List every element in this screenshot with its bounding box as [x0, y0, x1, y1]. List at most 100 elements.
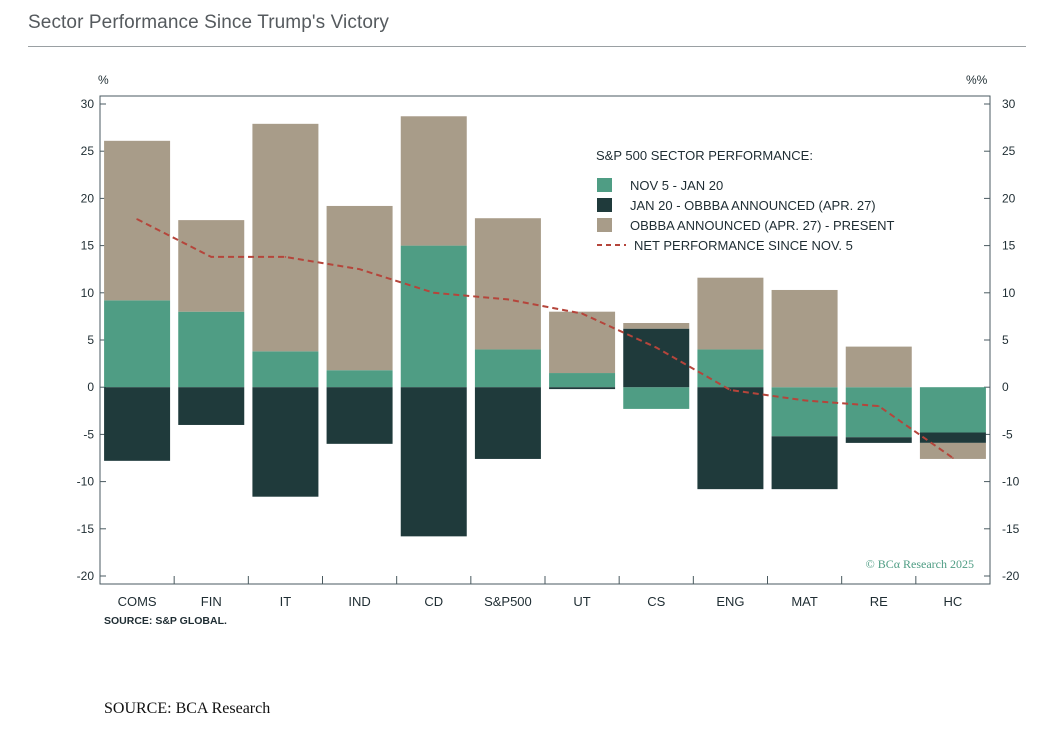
legend-swatch-obbba-present: [597, 218, 612, 232]
net-performance-point: [877, 405, 880, 407]
legend-label: JAN 20 - OBBBA ANNOUNCED (APR. 27): [630, 198, 876, 213]
left-tick-label: 10: [81, 286, 95, 300]
bar-jan20-obbba: [474, 387, 541, 459]
category-label: IND: [348, 594, 370, 609]
bar-jan20-obbba: [326, 387, 393, 444]
bar-nov5-jan20: [400, 245, 467, 388]
bar-nov5-jan20: [549, 373, 616, 388]
category-label: HC: [944, 594, 963, 609]
bar-nov5-jan20: [326, 370, 393, 388]
bar-nov5-jan20: [252, 351, 319, 388]
right-tick-label: 5: [1002, 333, 1009, 347]
legend: S&P 500 SECTOR PERFORMANCE: NOV 5 - JAN …: [596, 148, 894, 253]
bar-nov5-jan20: [178, 311, 245, 388]
page-title: Sector Performance Since Trump's Victory: [28, 12, 390, 33]
bar-nov5-jan20: [771, 387, 838, 437]
bar-nov5-jan20: [623, 387, 690, 409]
category-label: RE: [870, 594, 888, 609]
bar-obbba-present: [697, 277, 764, 350]
left-tick-label: -5: [83, 427, 94, 441]
right-tick-label: 0: [1002, 380, 1009, 394]
category-label: FIN: [201, 594, 222, 609]
right-unit-label: %%: [966, 73, 988, 87]
net-performance-point: [432, 292, 435, 294]
category-label: COMS: [118, 594, 157, 609]
net-performance-point: [210, 256, 213, 258]
bar-nov5-jan20: [845, 387, 912, 438]
left-tick-label: -10: [77, 475, 95, 489]
right-tick-label: -5: [1002, 427, 1013, 441]
right-tick-label: 15: [1002, 239, 1016, 253]
bar-jan20-obbba: [697, 387, 764, 490]
bar-jan20-obbba: [845, 437, 912, 443]
bar-obbba-present: [252, 123, 319, 352]
source-note: SOURCE: S&P GLOBAL.: [104, 615, 227, 627]
right-tick-label: 30: [1002, 97, 1016, 111]
right-tick-label: 10: [1002, 286, 1016, 300]
right-tick-label: -20: [1002, 569, 1020, 583]
bar-nov5-jan20: [697, 349, 764, 388]
sector-performance-chart: % %% 30 25 20 15 10 5 0 -5 -10 -15 -20 30 25 20 15 10 5…: [77, 73, 1020, 627]
net-performance-point: [358, 268, 361, 271]
left-tick-label: 20: [81, 191, 95, 205]
category-label: S&P500: [484, 594, 532, 609]
legend-label: OBBBA ANNOUNCED (APR. 27) - PRESENT: [630, 218, 894, 233]
legend-label: NOV 5 - JAN 20: [630, 178, 723, 193]
legend-label: NET PERFORMANCE SINCE NOV. 5: [634, 238, 853, 253]
footer-source: SOURCE: BCA Research: [104, 700, 271, 717]
legend-swatch-jan20-obbba: [597, 198, 612, 212]
category-label: IT: [280, 594, 292, 609]
legend-swatch-nov5-jan20: [597, 178, 612, 192]
watermark: © BCα Research 2025: [866, 557, 974, 571]
net-performance-point: [803, 399, 806, 402]
bar-jan20-obbba: [178, 387, 245, 425]
bar-obbba-present: [549, 311, 616, 374]
right-y-axis: 30 25 20 15 10 5 0 -5 -10 -15 -20: [984, 97, 1020, 583]
x-axis: COMS FIN IT IND CD S&P500 UT CS ENG MAT RE HC: [118, 576, 963, 609]
bar-jan20-obbba: [771, 436, 838, 490]
category-label: UT: [573, 594, 590, 609]
net-performance-polyline: [136, 218, 954, 459]
net-performance-point: [284, 256, 287, 258]
category-label: CS: [647, 594, 665, 609]
left-tick-label: 15: [81, 239, 95, 253]
right-tick-label: 25: [1002, 144, 1016, 158]
bar-jan20-obbba: [400, 387, 467, 537]
bar-nov5-jan20: [104, 300, 171, 388]
bar-jan20-obbba: [919, 432, 986, 443]
category-label: ENG: [716, 594, 744, 609]
left-tick-label: -20: [77, 569, 95, 583]
bar-obbba-present: [178, 220, 245, 312]
bars: [104, 116, 986, 537]
bar-obbba-present: [771, 289, 838, 388]
net-performance-point: [729, 389, 732, 391]
left-tick-label: -15: [77, 522, 95, 536]
left-tick-label: 30: [81, 97, 95, 111]
net-performance-point: [507, 298, 509, 301]
category-label: CD: [424, 594, 443, 609]
net-performance-line: [136, 218, 954, 459]
bar-obbba-present: [474, 218, 541, 350]
right-tick-label: 20: [1002, 191, 1016, 205]
left-unit-label: %: [98, 73, 109, 87]
bar-jan20-obbba: [623, 328, 690, 388]
bar-obbba-present: [623, 323, 690, 329]
bar-obbba-present: [326, 205, 393, 371]
left-y-axis: 30 25 20 15 10 5 0 -5 -10 -15 -20: [77, 97, 106, 583]
net-performance-point: [655, 346, 658, 349]
right-tick-label: -10: [1002, 475, 1020, 489]
net-performance-point: [136, 218, 138, 220]
left-tick-label: 5: [87, 333, 94, 347]
bar-obbba-present: [400, 116, 467, 246]
bar-jan20-obbba: [104, 387, 171, 461]
bar-jan20-obbba: [252, 387, 319, 497]
bar-obbba-present: [919, 442, 986, 459]
legend-title: S&P 500 SECTOR PERFORMANCE:: [596, 148, 813, 163]
category-label: MAT: [791, 594, 818, 609]
net-performance-point: [952, 457, 954, 459]
bar-nov5-jan20: [919, 387, 986, 433]
bar-jan20-obbba: [549, 387, 616, 390]
left-tick-label: 25: [81, 144, 95, 158]
bar-nov5-jan20: [474, 349, 541, 388]
right-tick-label: -15: [1002, 522, 1020, 536]
